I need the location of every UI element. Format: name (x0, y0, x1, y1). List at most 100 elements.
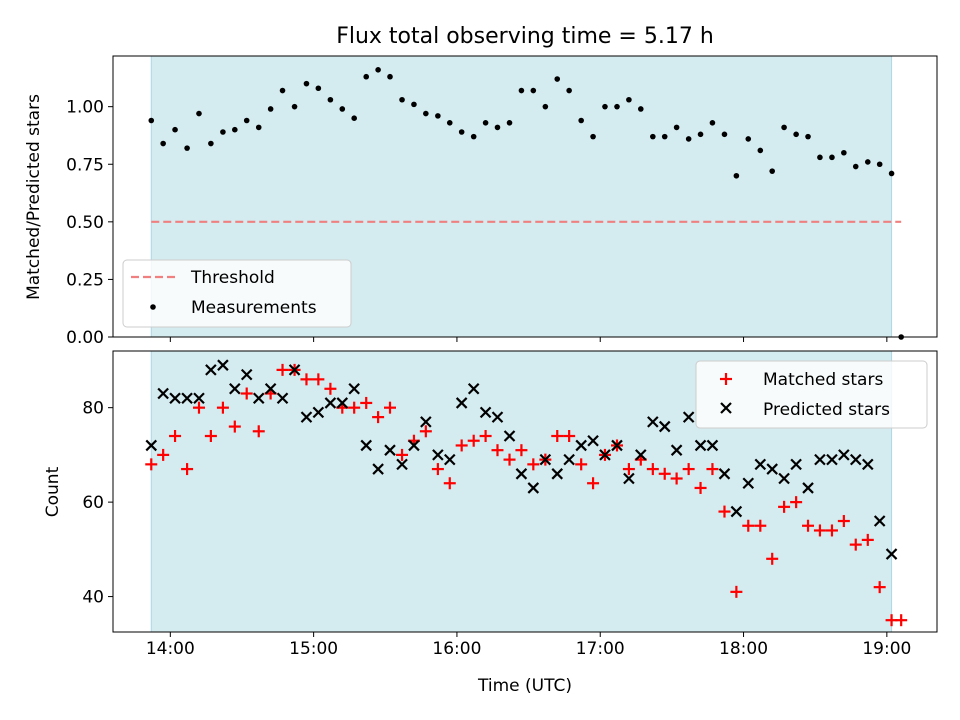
predicted-star-point (539, 453, 552, 466)
predicted-star-point (599, 449, 611, 461)
top-x-axis-ticks (169, 337, 888, 342)
measurement-point (220, 129, 226, 135)
predicted-star-point (670, 444, 683, 456)
measurement-point (232, 126, 238, 133)
matched-star-point (192, 401, 205, 414)
measurement-point (506, 119, 513, 126)
measurement-point (291, 103, 298, 110)
predicted-star-point (217, 359, 229, 371)
predicted-star-point (467, 383, 480, 395)
predicted-star-point (849, 453, 862, 466)
predicted-star-marker-b (288, 364, 301, 376)
matched-star-point (575, 458, 588, 471)
predicted-star-marker-b (515, 468, 528, 480)
measurement-point (184, 145, 190, 151)
measurement-point (243, 117, 250, 124)
predicted-legend-label: Predicted stars (763, 400, 890, 420)
measurement-point (566, 87, 572, 94)
predicted-star-marker-b (432, 449, 444, 461)
measurement-point (578, 117, 584, 124)
predicted-star-point (455, 397, 468, 409)
matched-legend-label: Matched stars (763, 370, 883, 390)
predicted-star-marker-b (718, 468, 731, 480)
predicted-star-marker-b (694, 439, 707, 452)
measurement-point (518, 87, 525, 94)
predicted-star-point (181, 392, 193, 405)
x-tick-label: 15:00 (289, 639, 338, 659)
predicted-star-marker-b (706, 439, 719, 452)
predicted-star-point (336, 397, 349, 409)
predicted-star-point (324, 397, 337, 409)
predicted-star-point (491, 411, 504, 423)
bottom-x-axis-ticks: 14:00 15:00 16:00 17:00 18:00 19:00 (146, 632, 911, 659)
predicted-star-point (312, 406, 325, 419)
matched-star-point (252, 425, 265, 438)
measurement-point (709, 119, 716, 126)
measurement-point (841, 149, 847, 156)
predicted-star-point (563, 453, 575, 466)
measurement-point (160, 140, 166, 147)
matched-star-point (742, 519, 755, 532)
matched-star-point (694, 481, 707, 494)
predicted-star-marker-b (455, 397, 468, 409)
measurement-point (423, 110, 429, 117)
predicted-star-marker-b (647, 416, 659, 428)
predicted-star-point (384, 444, 396, 456)
measurement-point (817, 154, 823, 161)
matched-star-point (861, 533, 874, 546)
matched-star-point (670, 472, 683, 485)
y-tick-label: 40 (82, 588, 104, 608)
predicted-star-marker-b (360, 439, 372, 452)
predicted-star-marker-b (873, 515, 886, 527)
bottom-legend: Matched stars Predicted stars (695, 360, 928, 429)
predicted-star-marker-b (443, 453, 456, 466)
predicted-star-point (372, 463, 384, 475)
matched-star-point (216, 401, 229, 414)
predicted-star-point (240, 368, 253, 381)
matched-star-point (157, 448, 170, 461)
predicted-star-point (264, 383, 277, 395)
bottom-panel-frame (112, 350, 938, 633)
predicted-star-point (420, 416, 432, 428)
measurement-point (805, 133, 811, 140)
measurement-point (482, 119, 489, 126)
measurement-point (876, 161, 883, 168)
measurement-point (769, 168, 775, 174)
predicted-stars-series (145, 359, 898, 560)
predicted-star-point (742, 477, 755, 490)
predicted-star-point (205, 364, 217, 376)
measurements-series (148, 67, 904, 340)
measurement-point (267, 106, 274, 112)
predicted-star-point (551, 468, 564, 480)
predicted-star-point (826, 453, 838, 466)
predicted-star-point (873, 515, 886, 527)
matched-star-point (372, 411, 385, 424)
matched-star-point (730, 585, 743, 598)
y-tick-label: 60 (82, 493, 104, 513)
measurement-point (542, 103, 549, 110)
measurement-point (446, 119, 453, 126)
matched-star-point (181, 463, 194, 476)
measurement-point (661, 133, 668, 140)
predicted-star-marker-b (240, 368, 253, 381)
predicted-star-point (766, 463, 778, 475)
y-tick-label: 0.00 (66, 328, 104, 348)
predicted-star-point (288, 364, 301, 376)
measurement-point (650, 133, 656, 140)
measurements-legend-marker (150, 304, 156, 310)
predicted-star-point (814, 453, 826, 466)
predicted-star-point (611, 439, 623, 452)
top-legend-box (122, 259, 352, 328)
matched-star-point (790, 496, 803, 509)
top-y-axis-label: Matched/Predicted stars (24, 94, 44, 300)
predicted-star-point (862, 458, 874, 471)
predicted-legend-marker (720, 402, 732, 414)
predicted-star-point (169, 392, 181, 405)
predicted-star-point (885, 548, 898, 560)
matched-star-point (873, 581, 886, 594)
predicted-star-marker-b (587, 434, 599, 447)
predicted-star-marker-b (885, 548, 898, 560)
measurement-point (637, 106, 644, 112)
x-tick-label: 17:00 (576, 639, 625, 659)
measurement-point (673, 124, 680, 131)
